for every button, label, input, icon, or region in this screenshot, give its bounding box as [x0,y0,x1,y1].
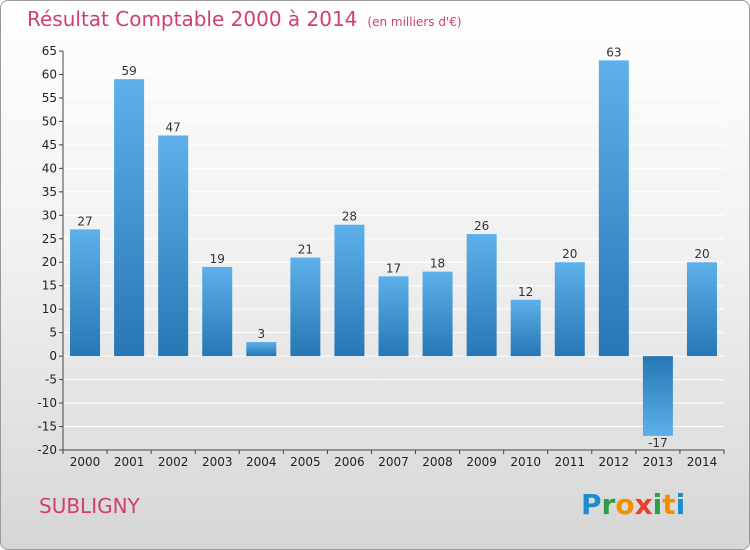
x-tick-label: 2001 [114,455,145,469]
y-tick-label: 65 [42,44,57,58]
y-tick-label: -15 [37,420,57,434]
x-tick-label: 2012 [599,455,630,469]
y-tick-label: 15 [42,279,57,293]
y-tick-label: 0 [49,349,57,363]
data-label-2005: 21 [298,243,313,257]
bar-2008 [422,271,453,357]
y-tick-label: -20 [37,443,57,457]
y-tick-label: 45 [42,138,57,152]
proxiti-logo: Proxiti [581,488,685,521]
bar-2014 [686,262,717,357]
logo-letter: o [615,488,635,521]
logo-letter: i [652,488,663,521]
city-name: SUBLIGNY [39,494,140,518]
bar-2003 [202,266,233,357]
chart-subtitle: (en milliers d'€) [367,15,462,29]
bar-2004 [246,342,277,357]
x-tick-label: 2013 [643,455,674,469]
x-tick-label: 2008 [422,455,453,469]
data-label-2002: 47 [166,120,181,134]
x-tick-label: 2010 [510,455,541,469]
bar-2006 [334,224,365,357]
x-tick-label: 2004 [246,455,277,469]
data-label-2006: 28 [342,210,357,224]
logo-letter: x [634,488,653,521]
data-label-2012: 63 [606,45,621,59]
x-tick-label: 2014 [687,455,718,469]
bar-2013 [642,356,673,436]
bar-2001 [114,79,145,357]
bar-2002 [158,135,189,357]
y-tick-label: -10 [37,396,57,410]
bar-2009 [466,234,497,357]
x-tick-label: 2002 [158,455,189,469]
chart-title-text: Résultat Comptable 2000 à 2014 [27,7,358,31]
x-tick-label: 2009 [466,455,497,469]
y-tick-label: 55 [42,91,57,105]
data-label-2001: 59 [121,64,136,78]
x-tick-label: 2006 [334,455,365,469]
data-label-2011: 20 [562,247,577,261]
data-label-2007: 17 [386,261,401,275]
x-tick-label: 2005 [290,455,321,469]
y-tick-label: 5 [49,326,57,340]
x-tick-label: 2003 [202,455,233,469]
logo-letter: t [662,488,676,521]
data-label-2009: 26 [474,219,489,233]
y-tick-label: 25 [42,232,57,246]
x-tick-label: 2011 [554,455,585,469]
logo-letter: i [675,488,686,521]
data-label-2013: -17 [648,436,668,450]
data-label-2008: 18 [430,257,445,271]
data-label-2000: 27 [77,214,92,228]
y-tick-label: 35 [42,185,57,199]
data-label-2003: 19 [210,252,225,266]
x-tick-label: 2007 [378,455,409,469]
bar-2010 [510,299,541,357]
y-tick-label: -5 [45,373,57,387]
y-tick-label: 20 [42,255,57,269]
bar-2012 [598,60,629,357]
bar-2007 [378,276,409,357]
y-tick-label: 40 [42,161,57,175]
data-label-2004: 3 [257,327,265,341]
data-label-2010: 12 [518,285,533,299]
data-label-2014: 20 [694,247,709,261]
bar-2000 [70,229,101,357]
chart-title: Résultat Comptable 2000 à 2014 (en millie… [27,7,462,31]
y-tick-label: 60 [42,67,57,81]
x-tick-label: 2000 [70,455,101,469]
y-tick-label: 30 [42,208,57,222]
bar-2011 [554,262,585,357]
y-tick-label: 10 [42,302,57,316]
logo-letter: P [581,488,602,521]
logo-letter: r [601,488,616,521]
bar-2005 [290,257,321,357]
y-tick-label: 50 [42,114,57,128]
